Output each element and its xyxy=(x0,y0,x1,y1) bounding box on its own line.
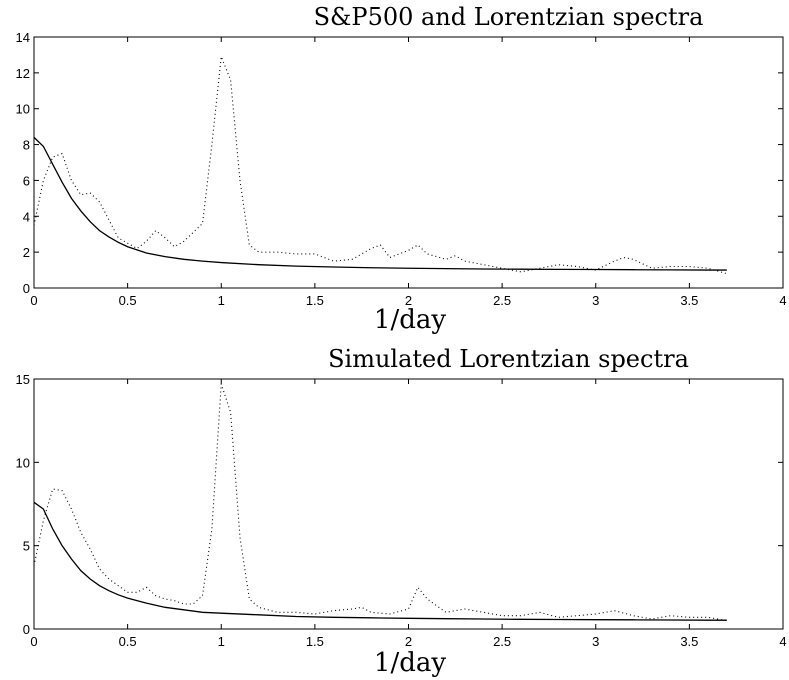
x-tick-label: 1.5 xyxy=(306,293,324,308)
y-tick-label: 2 xyxy=(23,245,30,260)
x-tick-label: 3.5 xyxy=(680,634,698,649)
x-tick-label: 2.5 xyxy=(493,293,511,308)
x-tick-label: 3 xyxy=(592,293,599,308)
plot-frame xyxy=(33,378,784,630)
x-tick-label: 1 xyxy=(218,634,225,649)
y-tick-label: 0 xyxy=(23,622,30,637)
series-solid-line xyxy=(33,501,727,621)
y-tick-label: 8 xyxy=(23,138,30,153)
x-tick-label: 0 xyxy=(30,634,37,649)
y-tick-label: 15 xyxy=(16,372,30,387)
chart-title: Simulated Lorentzian spectra xyxy=(328,345,689,373)
chart-simulated-lorentzian: 0 0.5 1 1.5 2 2.5 3 3.5 4 0 5 10 15 Simulated Lorentz… xyxy=(16,345,787,678)
y-tick-label: 10 xyxy=(16,455,30,470)
x-tick-label: 2.5 xyxy=(493,634,511,649)
x-tick-label: 0 xyxy=(30,293,37,308)
y-tick-label: 14 xyxy=(16,30,30,45)
plot-frame xyxy=(33,36,784,289)
series-dotted-line xyxy=(33,383,727,622)
chart-title: S&P500 and Lorentzian spectra xyxy=(314,3,704,31)
x-axis-label: 1/day xyxy=(374,305,446,335)
series-solid-line xyxy=(33,136,727,271)
y-tick-label: 12 xyxy=(16,66,30,81)
y-tick-label: 0 xyxy=(23,281,30,296)
y-tick-label: 4 xyxy=(23,209,30,224)
x-tick-label: 3.5 xyxy=(680,293,698,308)
y-tick-label: 6 xyxy=(23,173,30,188)
x-tick-label: 4 xyxy=(779,634,786,649)
x-tick-label: 3 xyxy=(592,634,599,649)
x-tick-label: 2 xyxy=(405,634,412,649)
x-tick-label: 2 xyxy=(405,293,412,308)
x-axis-label: 1/day xyxy=(374,648,446,678)
y-tick-label: 10 xyxy=(16,102,30,117)
x-tick-label: 0.5 xyxy=(119,293,137,308)
y-tick-label: 5 xyxy=(23,539,30,554)
chart-sp500-lorentzian: 0 0.5 1 1.5 2 2.5 3 3.5 4 0 2 4 6 8 10 12 14 S&P500 and L… xyxy=(16,3,787,335)
series-dotted-line xyxy=(33,56,727,275)
x-tick-label: 0.5 xyxy=(119,634,137,649)
x-tick-label: 1.5 xyxy=(306,634,324,649)
x-tick-label: 4 xyxy=(779,293,786,308)
x-tick-label: 1 xyxy=(218,293,225,308)
